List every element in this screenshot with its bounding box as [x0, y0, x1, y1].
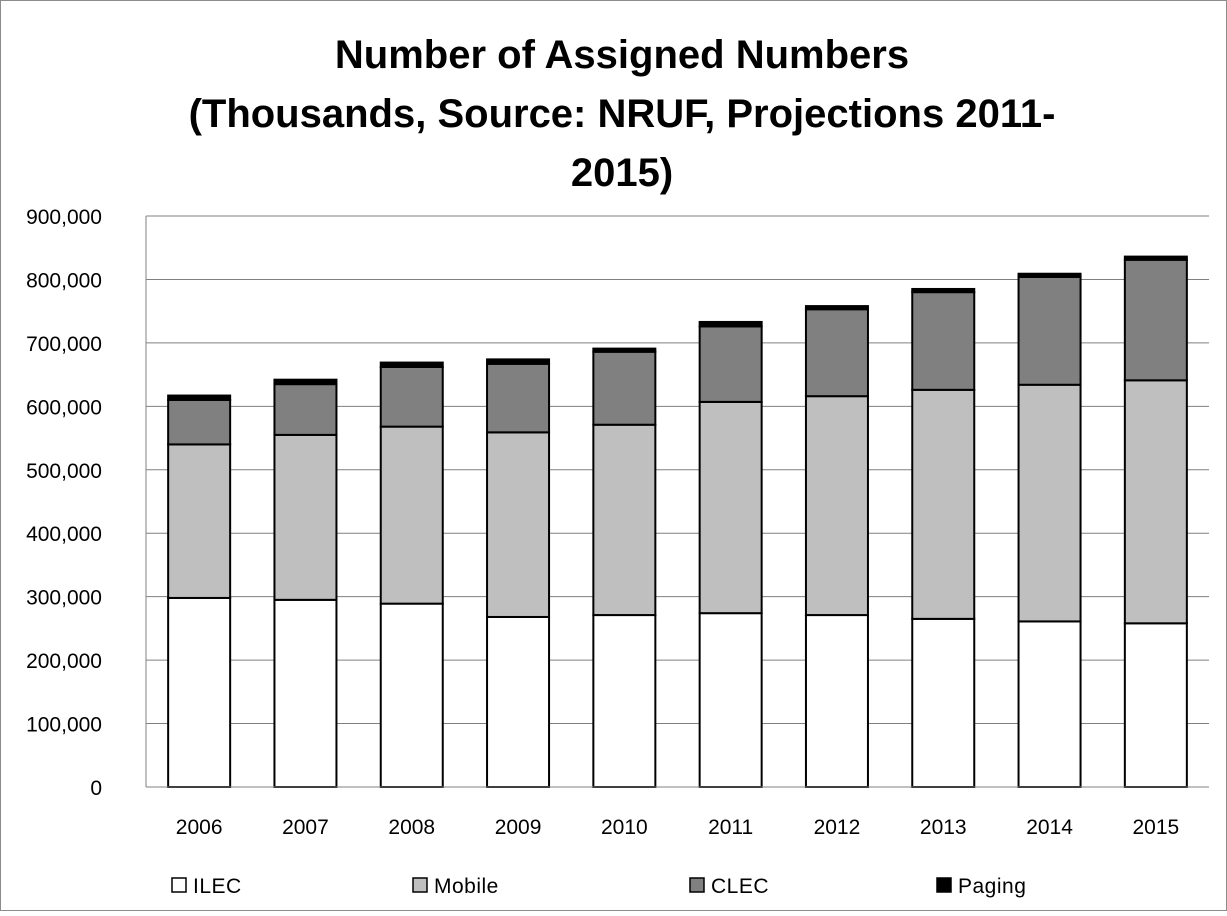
legend-label-clec: CLEC: [711, 875, 769, 898]
x-tick-label: 2015: [1132, 816, 1179, 839]
x-tick-label: 2007: [282, 816, 329, 839]
bar-segment-paging: [167, 394, 232, 401]
bar-segment-mobile: [592, 423, 657, 617]
bar-segment-clec: [273, 383, 338, 436]
bar-segment-clec: [1017, 275, 1082, 386]
bar-segment-paging: [698, 320, 763, 328]
y-tick-label: 600,000: [26, 396, 102, 419]
y-tick-label: 100,000: [26, 714, 102, 737]
bar-segment-paging: [1017, 272, 1082, 278]
legend-label-mobile: Mobile: [434, 875, 499, 898]
bar-segment-clec: [379, 365, 444, 428]
bar-segment-ilec: [804, 614, 869, 788]
legend-swatch-paging: [936, 877, 952, 893]
y-tick-label: 700,000: [26, 333, 102, 356]
y-tick-label: 0: [90, 777, 102, 800]
x-tick-label: 2011: [708, 816, 753, 839]
bar-segment-mobile: [804, 395, 869, 617]
legend-swatch-clec: [689, 877, 705, 893]
legend-swatch-mobile: [412, 877, 428, 893]
bar-segment-ilec: [1017, 620, 1082, 788]
y-tick-label: 800,000: [26, 269, 102, 292]
legend-swatch-ilec: [171, 877, 187, 893]
x-tick-label: 2012: [814, 816, 861, 839]
bar-segment-ilec: [167, 596, 232, 788]
bar-segment-paging: [486, 358, 551, 365]
chart-title-line-3: 2015): [571, 151, 673, 195]
axes: [145, 216, 1209, 788]
bar-segment-mobile: [273, 433, 338, 601]
bar-segment-paging: [804, 305, 869, 311]
bar-segment-paging: [911, 287, 976, 294]
bar-segment-mobile: [911, 388, 976, 620]
x-axis-tick-labels: 2006 2007 2008 2009 2010 2011 2012 2013 2014 2015: [176, 816, 1179, 839]
bar-segment-clec: [486, 362, 551, 434]
bars: [167, 255, 1188, 789]
legend-label-paging: Paging: [958, 875, 1026, 898]
bar-segment-paging: [273, 378, 338, 386]
bar-segment-mobile: [379, 425, 444, 605]
bar-segment-clec: [911, 291, 976, 391]
bar-segment-ilec: [486, 615, 551, 788]
bar-segment-clec: [698, 325, 763, 403]
y-tick-label: 200,000: [26, 650, 102, 673]
x-tick-label: 2014: [1026, 816, 1073, 839]
bar-segment-paging: [592, 347, 657, 353]
bar-segment-paging: [379, 361, 444, 368]
bar-segment-ilec: [698, 612, 763, 789]
bar-segment-mobile: [1017, 383, 1082, 623]
bar-segment-ilec: [379, 602, 444, 789]
bar-segment-clec: [592, 350, 657, 426]
y-axis-tick-labels: 0 100,000 200,000 300,000 400,000 500,000 600,…: [26, 206, 102, 800]
bar-segment-mobile: [1123, 379, 1188, 625]
x-tick-label: 2008: [388, 816, 435, 839]
chart-title-line-1: Number of Assigned Numbers: [335, 33, 909, 77]
bar-segment-clec: [167, 398, 232, 446]
bar-segment-ilec: [1123, 622, 1188, 789]
bar-segment-mobile: [486, 431, 551, 618]
bar-segment-clec: [804, 308, 869, 398]
chart-title-line-2: (Thousands, Source: NRUF, Projections 20…: [189, 92, 1056, 136]
bar-segment-clec: [1123, 258, 1188, 382]
x-tick-label: 2009: [495, 816, 542, 839]
x-tick-label: 2006: [176, 816, 223, 839]
bar-segment-mobile: [698, 400, 763, 615]
bar-segment-mobile: [167, 443, 232, 599]
x-tick-label: 2013: [920, 816, 967, 839]
x-tick-label: 2010: [601, 816, 648, 839]
y-tick-label: 400,000: [26, 523, 102, 546]
bar-segment-ilec: [273, 598, 338, 788]
bar-segment-ilec: [592, 614, 657, 788]
bar-segment-ilec: [911, 617, 976, 788]
chart-title: Number of Assigned Numbers (Thousands, S…: [189, 33, 1056, 195]
legend-label-ilec: ILEC: [193, 875, 242, 898]
bar-segment-paging: [1123, 255, 1188, 261]
legend: ILEC Mobile CLEC Paging: [171, 875, 1026, 898]
y-tick-label: 300,000: [26, 587, 102, 610]
y-tick-label: 500,000: [26, 460, 102, 483]
y-tick-label: 900,000: [26, 206, 102, 229]
